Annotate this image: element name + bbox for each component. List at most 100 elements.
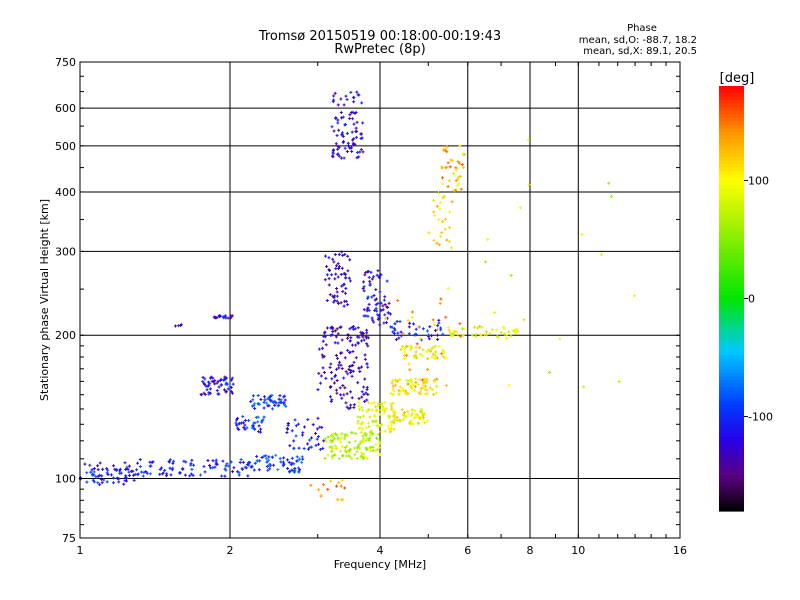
data-point — [340, 478, 344, 482]
data-point — [320, 353, 324, 357]
data-point — [365, 342, 369, 346]
data-point — [383, 313, 387, 317]
data-point — [241, 415, 245, 419]
data-point — [408, 421, 412, 425]
data-point — [376, 301, 380, 305]
data-point — [127, 470, 131, 474]
data-point — [421, 378, 425, 382]
data-point — [391, 330, 395, 334]
data-point — [257, 468, 261, 472]
data-point — [296, 422, 300, 426]
data-point — [335, 379, 339, 383]
data-point — [361, 331, 365, 335]
data-point — [349, 369, 353, 373]
data-point — [323, 456, 327, 460]
data-point — [246, 474, 250, 478]
data-point — [437, 191, 441, 195]
data-point — [360, 451, 364, 455]
data-point — [355, 456, 359, 460]
data-point — [446, 185, 450, 189]
data-point — [190, 467, 194, 471]
data-point — [346, 372, 350, 376]
data-point — [327, 283, 331, 287]
data-point — [462, 166, 466, 170]
data-point — [91, 478, 95, 482]
data-point — [437, 321, 441, 325]
data-point — [318, 447, 322, 451]
data-point — [329, 385, 333, 389]
data-point — [344, 276, 348, 280]
data-point — [419, 407, 423, 411]
data-point — [355, 335, 359, 339]
colorbar-segment — [719, 503, 744, 509]
data-point — [361, 434, 365, 438]
data-point — [365, 331, 369, 335]
data-point — [362, 414, 366, 418]
colorbar-segment — [719, 192, 744, 197]
colorbar-segment — [719, 202, 744, 208]
data-point — [347, 454, 351, 458]
data-point — [290, 468, 294, 472]
data-point — [342, 140, 346, 144]
data-point — [372, 293, 376, 297]
data-point — [418, 352, 422, 356]
data-point — [408, 348, 412, 352]
colorbar-segment — [719, 263, 744, 268]
data-point — [258, 430, 262, 434]
data-point — [486, 237, 490, 241]
data-point — [348, 406, 352, 410]
data-point — [435, 356, 439, 360]
data-point — [381, 406, 385, 410]
data-point — [268, 395, 272, 399]
data-point — [222, 388, 226, 392]
data-point — [354, 126, 358, 130]
data-point — [478, 332, 482, 336]
colorbar-segment — [719, 277, 744, 282]
x-tick-label: 6 — [464, 544, 471, 557]
data-point — [375, 448, 379, 452]
colorbar-segment — [719, 365, 744, 370]
data-point — [326, 453, 330, 457]
data-point — [362, 280, 366, 284]
data-point — [106, 468, 110, 472]
data-point — [378, 440, 382, 444]
data-point — [292, 447, 296, 451]
colorbar-segment — [719, 110, 744, 115]
colorbar-segment — [719, 383, 744, 388]
colorbar-segment — [719, 248, 744, 254]
data-point — [151, 460, 155, 464]
data-point — [433, 322, 437, 326]
colorbar-segment — [719, 259, 744, 264]
data-point — [158, 472, 162, 476]
data-point — [428, 325, 432, 329]
data-point — [346, 269, 350, 273]
data-point — [334, 445, 338, 449]
data-point — [350, 374, 354, 378]
data-point — [334, 353, 338, 357]
data-point — [270, 455, 274, 459]
data-point — [337, 128, 341, 132]
data-point — [360, 339, 364, 343]
data-point — [516, 329, 520, 333]
data-point — [332, 437, 336, 441]
data-point — [381, 308, 385, 312]
data-point — [452, 189, 456, 193]
data-point — [419, 337, 423, 341]
data-point — [105, 480, 109, 484]
data-point — [247, 419, 251, 423]
data-point — [327, 277, 331, 281]
data-point — [132, 478, 136, 482]
data-point — [414, 353, 418, 357]
data-point — [323, 437, 327, 441]
data-point — [427, 337, 431, 341]
data-point — [362, 308, 366, 312]
data-point — [269, 399, 273, 403]
data-point — [357, 427, 361, 431]
colorbar-segment — [719, 96, 744, 101]
data-point — [204, 384, 208, 388]
data-point — [336, 121, 340, 125]
data-point — [335, 134, 339, 138]
data-point — [329, 479, 333, 483]
data-point — [256, 420, 260, 424]
data-point — [335, 290, 339, 294]
